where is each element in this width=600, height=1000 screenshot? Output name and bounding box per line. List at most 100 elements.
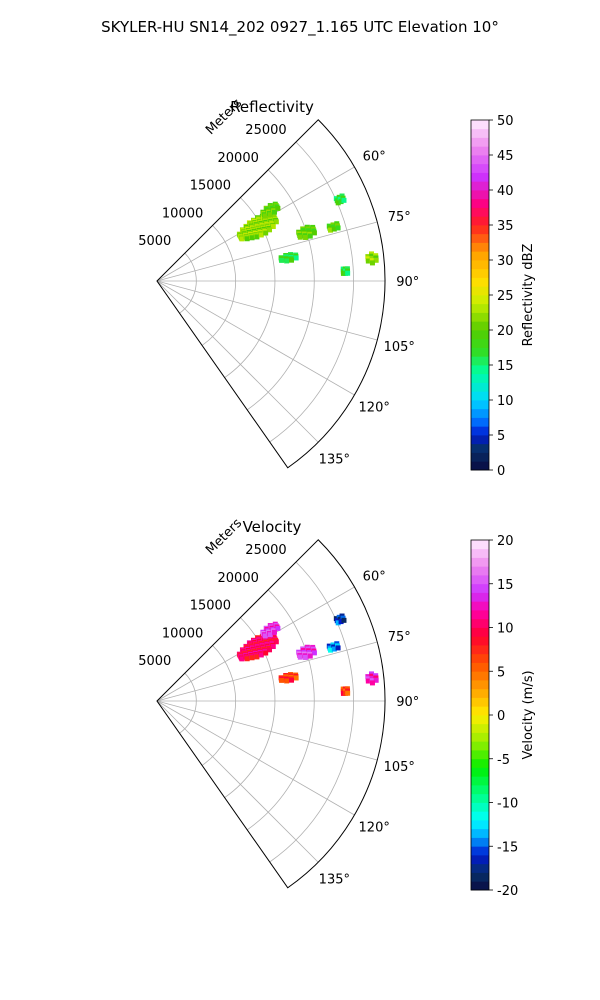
azimuth-gridline xyxy=(156,700,319,863)
echo-gate xyxy=(345,270,351,276)
colorbar-segment xyxy=(471,426,489,436)
colorbar-segment xyxy=(471,846,489,856)
colorbar-tick-label: 10 xyxy=(497,622,514,637)
colorbar: -20 -15 -10 -5 0 5 10 15 20 Velocity (m/s) xyxy=(470,534,536,899)
colorbar-tick-label: 20 xyxy=(497,534,514,549)
echo-layer xyxy=(236,613,379,696)
echo-gate xyxy=(369,260,375,266)
range-ring xyxy=(269,141,354,443)
echo-gate xyxy=(279,677,285,683)
colorbar-segment xyxy=(471,216,489,226)
colorbar-segment xyxy=(471,435,489,445)
colorbar-segment xyxy=(471,391,489,401)
echo-gate xyxy=(341,617,347,623)
azimuth-gridline xyxy=(156,280,319,443)
echo-gate xyxy=(263,650,269,656)
range-ring xyxy=(179,672,197,734)
echo-gate xyxy=(338,199,344,205)
colorbar-segment xyxy=(471,566,489,576)
colorbar-segment xyxy=(471,461,489,471)
echo-gate xyxy=(271,629,277,635)
colorbar-segment xyxy=(471,820,489,830)
echo-gate xyxy=(270,644,276,650)
colorbar-tick-label: -10 xyxy=(497,797,518,812)
colorbar-segment xyxy=(471,575,489,585)
echo-gate xyxy=(284,678,290,684)
range-tick-label: 15000 xyxy=(190,179,231,194)
echo-gate xyxy=(254,234,260,240)
radial-axis-label: Meters xyxy=(203,516,245,558)
colorbar-segment xyxy=(471,400,489,410)
echo-gate xyxy=(273,219,279,225)
colorbar-segment xyxy=(471,277,489,287)
azimuth-tick-label: 90° xyxy=(396,275,419,290)
colorbar-segment xyxy=(471,373,489,383)
echo-gate xyxy=(335,200,341,206)
colorbar-segment xyxy=(471,137,489,147)
colorbar-segment xyxy=(471,706,489,716)
reflectivity-panel: Reflectivity 60° 75° 90° 105° 120° 135° 5000 10… xyxy=(138,96,536,479)
colorbar-segment xyxy=(471,408,489,418)
radial-axis-label: Meters xyxy=(203,96,245,138)
colorbar-segment xyxy=(471,181,489,191)
echo-gate xyxy=(341,197,347,203)
echo-gate xyxy=(273,639,279,645)
echo-gate xyxy=(328,647,334,653)
echo-gate xyxy=(373,677,379,683)
colorbar-segment xyxy=(471,881,489,891)
range-tick-label: 20000 xyxy=(218,151,259,166)
colorbar-segment xyxy=(471,688,489,698)
colorbar-segment xyxy=(471,732,489,742)
azimuth-tick-label: 105° xyxy=(384,760,415,775)
echo-gate xyxy=(263,230,269,236)
colorbar-segment xyxy=(471,697,489,707)
azimuth-tick-label: 135° xyxy=(319,452,350,467)
echo-gate xyxy=(369,680,375,686)
echo-gate xyxy=(331,226,337,232)
echo-gate xyxy=(365,678,371,684)
colorbar-segment xyxy=(471,618,489,628)
colorbar-segment xyxy=(471,268,489,278)
azimuth-gridline xyxy=(156,700,355,816)
echo-gate xyxy=(267,212,273,218)
azimuth-tick-label: 75° xyxy=(388,210,411,225)
colorbar-segment xyxy=(471,172,489,182)
colorbar-segment xyxy=(471,741,489,751)
colorbar-segment xyxy=(471,601,489,611)
echo-gate xyxy=(258,652,264,658)
colorbar-segment xyxy=(471,636,489,646)
colorbar-segment xyxy=(471,155,489,165)
colorbar-segment xyxy=(471,347,489,357)
colorbar-label: Velocity (m/s) xyxy=(521,670,536,759)
colorbar-segment xyxy=(471,146,489,156)
colorbar-segment xyxy=(471,837,489,847)
colorbar-segment xyxy=(471,330,489,340)
colorbar-segment xyxy=(471,356,489,366)
colorbar-segment xyxy=(471,540,489,550)
echo-gate xyxy=(297,234,303,240)
colorbar-segment xyxy=(471,443,489,453)
colorbar-segment xyxy=(471,872,489,882)
echo-gate xyxy=(267,647,273,653)
azimuth-gridline xyxy=(156,280,355,396)
colorbar-segment xyxy=(471,863,489,873)
colorbar-segment xyxy=(471,811,489,821)
polar-grid xyxy=(156,561,385,863)
colorbar-segment xyxy=(471,233,489,243)
colorbar-segment xyxy=(471,557,489,567)
echo-gate xyxy=(249,235,255,241)
colorbar-tick-label: 20 xyxy=(497,324,514,339)
reflectivity-title: Reflectivity xyxy=(230,98,314,116)
colorbar-segment xyxy=(471,452,489,462)
colorbar-segment xyxy=(471,828,489,838)
echo-gate xyxy=(284,258,290,264)
colorbar-segment xyxy=(471,645,489,655)
colorbar-segment xyxy=(471,338,489,348)
echo-gate xyxy=(239,236,245,242)
colorbar-segment xyxy=(471,321,489,331)
colorbar-segment xyxy=(471,128,489,138)
colorbar-tick-label: 5 xyxy=(497,429,505,444)
colorbar-tick-label: 50 xyxy=(497,114,514,129)
echo-gate xyxy=(262,213,268,219)
echo-gate xyxy=(289,257,295,263)
